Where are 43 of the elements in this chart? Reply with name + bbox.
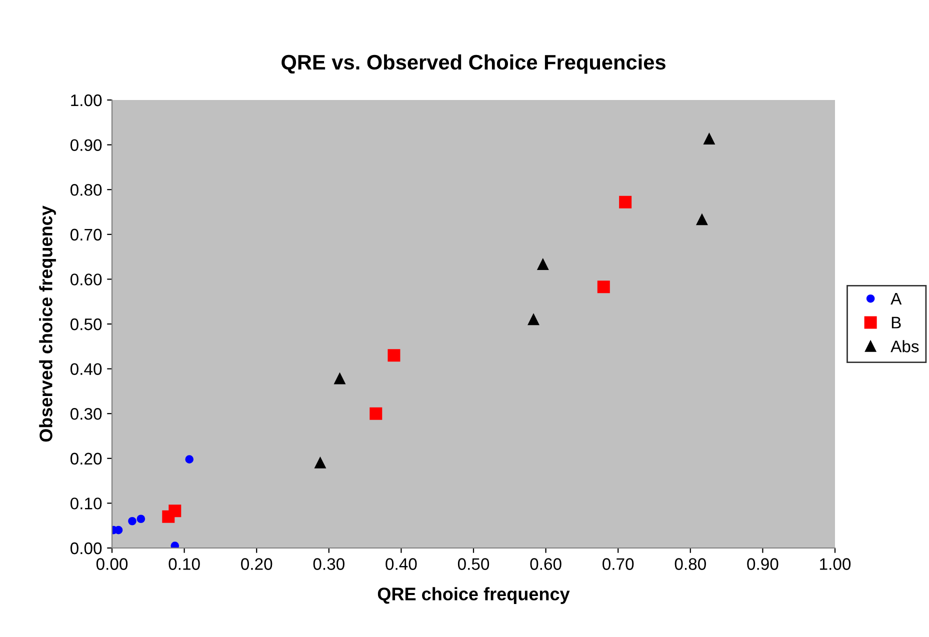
- x-tick-label: 1.00: [820, 558, 851, 570]
- x-axis-title: QRE choice frequency: [378, 587, 570, 604]
- x-tick-label: 0.50: [458, 558, 490, 570]
- y-tick-label: 0.00: [70, 542, 102, 554]
- point: [528, 314, 540, 326]
- y-tick-label: 0.60: [70, 274, 102, 286]
- y-tick-label: 0.90: [70, 139, 102, 152]
- x-tick-label: 0.60: [530, 558, 562, 570]
- point: [128, 516, 136, 526]
- legend-label: B: [892, 316, 901, 328]
- y-tick-label: 1.00: [71, 94, 102, 106]
- point: [168, 504, 182, 518]
- point: [334, 373, 346, 384]
- x-tick-label: 0.90: [747, 558, 778, 570]
- point: [537, 258, 548, 270]
- point: [370, 407, 382, 420]
- point: [388, 349, 400, 362]
- x-tick-label: 0.30: [313, 558, 344, 570]
- x-tick-label: 0.40: [386, 558, 417, 570]
- point: [185, 455, 194, 464]
- point: [704, 133, 715, 145]
- point: [597, 280, 610, 294]
- x-tick-label: 0.00: [96, 558, 128, 570]
- y-tick-label: 0.40: [70, 363, 102, 376]
- y-tick-label: 0.30: [70, 408, 102, 420]
- x-tick-label: 0.70: [602, 558, 634, 570]
- legend-label: Abs: [890, 340, 919, 352]
- chart-title: QRE vs. Observed Choice Frequencies: [282, 54, 666, 74]
- y-tick-label: 0.80: [70, 184, 102, 196]
- y-tick-label: 0.20: [70, 452, 102, 465]
- point: [136, 514, 146, 524]
- point: [314, 457, 326, 468]
- y-tick-label: 0.10: [70, 498, 102, 510]
- y-tick-label: 0.70: [70, 228, 102, 241]
- point: [696, 214, 708, 226]
- legend-label: A: [890, 292, 902, 304]
- point: [619, 196, 632, 208]
- y-tick-label: 0.50: [70, 318, 102, 330]
- x-tick-label: 0.80: [674, 558, 706, 570]
- x-tick-label: 0.20: [241, 558, 272, 570]
- point: [170, 542, 180, 548]
- y-axis-title: Observed choice frequency: [39, 206, 56, 442]
- x-tick-label: 0.10: [168, 558, 200, 570]
